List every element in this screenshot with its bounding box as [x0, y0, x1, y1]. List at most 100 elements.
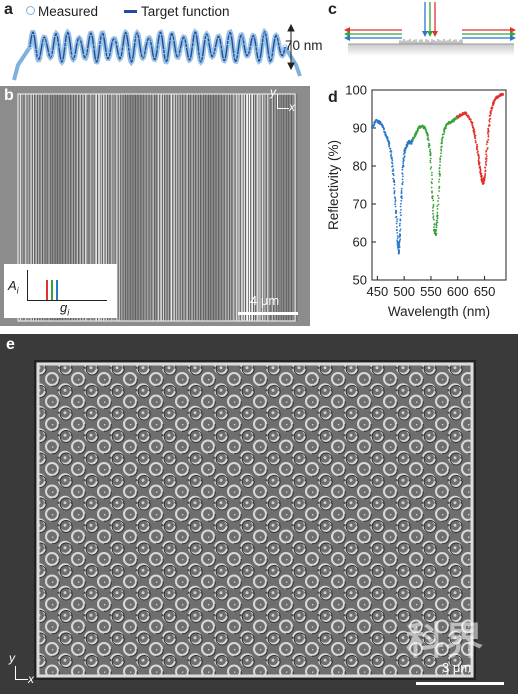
measured-point — [218, 44, 224, 50]
data-point — [370, 126, 374, 130]
panel-c-label: c — [328, 1, 337, 18]
data-point — [400, 209, 402, 211]
grating-line — [118, 94, 121, 321]
grating-line — [22, 94, 24, 321]
grating-line — [165, 94, 167, 321]
data-point — [429, 153, 432, 156]
grating-shadow — [248, 94, 249, 321]
grating-line — [51, 94, 52, 321]
grating-line — [152, 94, 155, 321]
grating-shadow — [100, 94, 101, 321]
data-point — [433, 226, 435, 229]
grating-line — [142, 94, 143, 321]
grating-line — [282, 94, 284, 321]
grating-line — [74, 94, 76, 321]
inset-y-axis — [27, 270, 28, 301]
grating-shadow — [242, 94, 244, 321]
grating-shadow — [181, 94, 183, 321]
data-point — [432, 205, 435, 207]
data-point — [438, 170, 441, 173]
data-point — [411, 138, 414, 141]
series-0 — [370, 118, 414, 255]
grating-line — [147, 94, 149, 321]
data-point — [486, 147, 489, 149]
data-point — [431, 182, 433, 185]
data-point — [484, 172, 487, 175]
data-point — [478, 161, 481, 164]
measured-point — [158, 29, 164, 36]
data-point — [403, 149, 406, 152]
data-point — [398, 243, 401, 246]
grating-shadow — [268, 94, 270, 321]
measured-point — [190, 42, 196, 48]
data-point — [443, 133, 445, 135]
measured-point — [215, 34, 221, 40]
measured-point — [110, 37, 116, 43]
data-point — [484, 174, 486, 177]
grating-shadow — [288, 94, 290, 321]
grating-line — [139, 94, 141, 321]
data-point — [399, 211, 402, 214]
data-point — [393, 187, 395, 190]
data-point — [498, 94, 501, 97]
grating-shadow — [245, 94, 246, 321]
data-point — [399, 222, 401, 225]
grating-shadow — [78, 94, 79, 321]
data-point — [437, 200, 439, 202]
grating-line — [100, 94, 102, 321]
incident-arrows — [422, 2, 438, 37]
data-point — [398, 239, 401, 242]
data-point — [500, 93, 502, 95]
measured-point — [113, 39, 119, 46]
data-point — [378, 121, 381, 124]
grating-shadow — [135, 94, 136, 321]
measured-point — [49, 49, 55, 55]
left-arrows — [344, 27, 402, 41]
grating-line — [150, 94, 151, 321]
grating-shadow — [93, 94, 95, 321]
measured-point — [100, 32, 106, 38]
grating-shadow — [109, 94, 111, 321]
data-point — [473, 132, 476, 135]
grating-line — [170, 94, 173, 321]
grating-shadow — [67, 94, 69, 321]
reflectivity-chart: 50 60 70 80 90 100 450 500 550 600 650 Wavelength (… — [326, 83, 507, 319]
measured-point — [193, 30, 199, 36]
grating-line — [121, 94, 123, 321]
data-point — [391, 162, 394, 165]
data-point — [456, 115, 459, 118]
data-point — [402, 153, 405, 156]
data-point — [487, 138, 490, 141]
grating-line — [27, 94, 29, 321]
grating-shadow — [205, 94, 207, 321]
measured-point — [145, 36, 151, 42]
data-point — [483, 176, 486, 179]
grating-shadow — [253, 94, 254, 321]
data-point — [485, 157, 488, 160]
measured-point — [250, 33, 256, 39]
measured-point — [151, 56, 157, 62]
grating-line — [103, 94, 105, 321]
grating-line — [181, 94, 182, 321]
data-point — [486, 132, 489, 135]
grating-line — [92, 94, 94, 321]
grating-line — [189, 94, 190, 321]
data-point — [400, 190, 403, 192]
data-point — [392, 177, 394, 180]
measured-point — [142, 50, 148, 56]
data-point — [397, 248, 400, 251]
plot-frame — [371, 89, 507, 281]
data-point — [454, 118, 457, 121]
grating-shadow — [273, 94, 274, 321]
panel-b-label: b — [4, 87, 14, 104]
series-2 — [456, 92, 504, 185]
grating-line — [251, 94, 254, 321]
grating-shadow — [172, 94, 174, 321]
grating-line — [98, 94, 101, 321]
grating-line — [66, 94, 68, 321]
grating-line — [267, 94, 269, 321]
data-point — [392, 174, 395, 177]
grating-shadow — [213, 94, 214, 321]
grating-shadow — [258, 94, 260, 321]
data-point — [396, 237, 399, 239]
